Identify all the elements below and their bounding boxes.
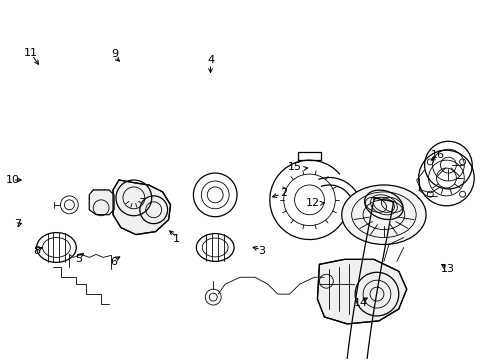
Text: 9: 9: [111, 49, 118, 59]
Text: 8: 8: [33, 247, 41, 256]
Text: 14: 14: [353, 298, 367, 308]
Polygon shape: [317, 260, 406, 324]
Text: 10: 10: [5, 175, 20, 185]
Text: 4: 4: [206, 55, 214, 65]
Polygon shape: [113, 180, 170, 235]
Text: 13: 13: [440, 264, 454, 274]
Text: 6: 6: [110, 257, 117, 267]
Text: 16: 16: [430, 150, 444, 160]
Text: 12: 12: [305, 198, 319, 208]
Text: 3: 3: [258, 247, 264, 256]
Text: 1: 1: [173, 234, 180, 244]
Text: 7: 7: [14, 219, 21, 229]
Text: 15: 15: [287, 162, 301, 172]
Text: 2: 2: [279, 188, 286, 198]
Polygon shape: [89, 190, 114, 215]
Ellipse shape: [341, 185, 425, 244]
Text: 5: 5: [75, 253, 82, 264]
Text: 11: 11: [24, 48, 38, 58]
